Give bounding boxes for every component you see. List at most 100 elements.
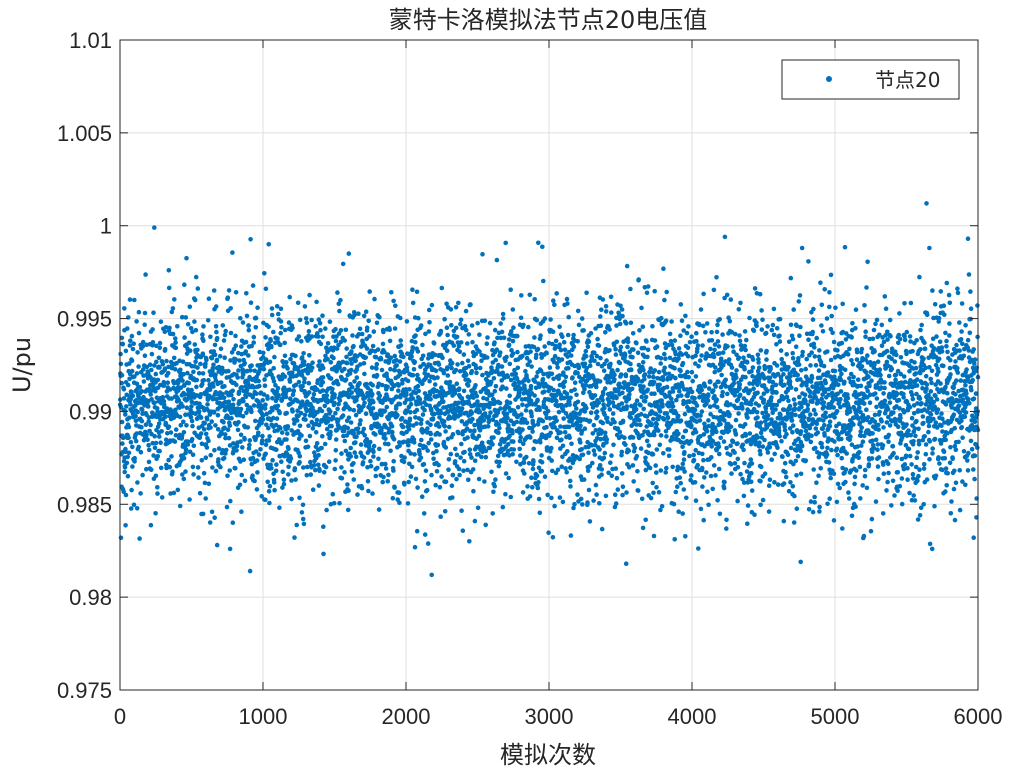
data-point: [227, 468, 232, 473]
data-point: [364, 325, 370, 331]
data-point: [315, 334, 321, 339]
data-point: [561, 416, 566, 421]
data-point: [189, 387, 194, 393]
data-point: [749, 488, 755, 493]
data-point: [522, 471, 527, 476]
data-point: [517, 446, 522, 452]
data-point: [170, 469, 175, 475]
data-point: [452, 459, 458, 464]
data-point: [490, 442, 495, 447]
data-point: [430, 416, 436, 421]
data-point: [123, 523, 128, 528]
data-point: [164, 406, 170, 411]
data-point: [619, 307, 625, 312]
data-point: [745, 503, 751, 508]
data-point: [822, 422, 827, 428]
data-point: [443, 445, 449, 450]
data-point: [276, 437, 282, 442]
data-point: [299, 355, 305, 360]
data-point: [225, 473, 230, 479]
data-point: [784, 431, 789, 437]
data-point: [777, 333, 782, 339]
data-point: [691, 452, 696, 458]
data-point: [622, 352, 628, 358]
data-point: [701, 517, 706, 523]
data-point: [717, 511, 723, 517]
data-point: [414, 528, 420, 534]
data-point: [585, 468, 591, 474]
data-point: [623, 442, 628, 448]
data-point: [588, 330, 594, 336]
data-point: [733, 331, 738, 337]
data-point: [445, 373, 451, 378]
data-point: [827, 419, 833, 425]
data-point: [567, 402, 572, 407]
data-point: [643, 517, 648, 523]
data-point: [415, 383, 421, 389]
data-point: [253, 325, 259, 330]
data-point: [173, 345, 179, 351]
data-point: [386, 441, 391, 447]
data-point: [353, 358, 359, 363]
data-point: [738, 300, 743, 306]
data-point: [811, 306, 816, 312]
data-point: [813, 426, 819, 431]
data-point: [458, 321, 463, 327]
data-point: [595, 414, 600, 420]
data-point: [121, 396, 127, 401]
data-point: [687, 453, 692, 459]
data-point: [234, 448, 239, 453]
data-point: [297, 317, 303, 323]
data-point: [328, 360, 334, 365]
data-point: [466, 332, 472, 337]
data-point: [582, 361, 588, 367]
data-point: [465, 435, 470, 440]
data-point: [152, 400, 157, 406]
data-point: [249, 363, 254, 368]
data-point: [384, 404, 390, 410]
data-point: [748, 457, 754, 462]
data-point: [279, 440, 285, 445]
data-point: [351, 431, 357, 436]
data-point: [500, 316, 506, 321]
data-point: [748, 402, 754, 407]
data-point: [374, 415, 380, 420]
data-point: [600, 297, 606, 302]
data-point: [375, 465, 380, 471]
data-point: [664, 384, 670, 390]
data-point: [441, 399, 446, 404]
data-point: [264, 411, 269, 417]
data-point: [278, 330, 284, 336]
data-point: [250, 455, 256, 461]
data-point: [125, 326, 130, 331]
data-point: [568, 465, 573, 471]
data-point: [371, 449, 376, 455]
data-point: [288, 456, 294, 461]
data-point: [453, 367, 459, 373]
data-point: [763, 330, 769, 336]
data-point: [644, 438, 650, 444]
data-point: [239, 472, 245, 478]
data-point: [657, 409, 663, 414]
data-point: [592, 452, 598, 457]
data-point: [774, 402, 780, 408]
data-point: [286, 472, 291, 477]
data-point: [463, 308, 469, 314]
data-point: [566, 365, 571, 371]
data-point: [408, 451, 414, 456]
data-point: [782, 382, 787, 388]
data-point: [237, 482, 243, 488]
data-point: [818, 466, 823, 471]
data-point: [603, 330, 608, 335]
data-point: [221, 455, 227, 461]
data-point: [447, 379, 453, 385]
data-point: [790, 484, 796, 489]
data-point: [225, 295, 231, 301]
data-point: [790, 350, 795, 356]
data-point: [657, 442, 663, 448]
data-point: [152, 445, 158, 451]
data-point: [582, 386, 587, 392]
data-point: [463, 327, 469, 333]
data-point: [444, 348, 450, 354]
data-point: [301, 359, 307, 364]
